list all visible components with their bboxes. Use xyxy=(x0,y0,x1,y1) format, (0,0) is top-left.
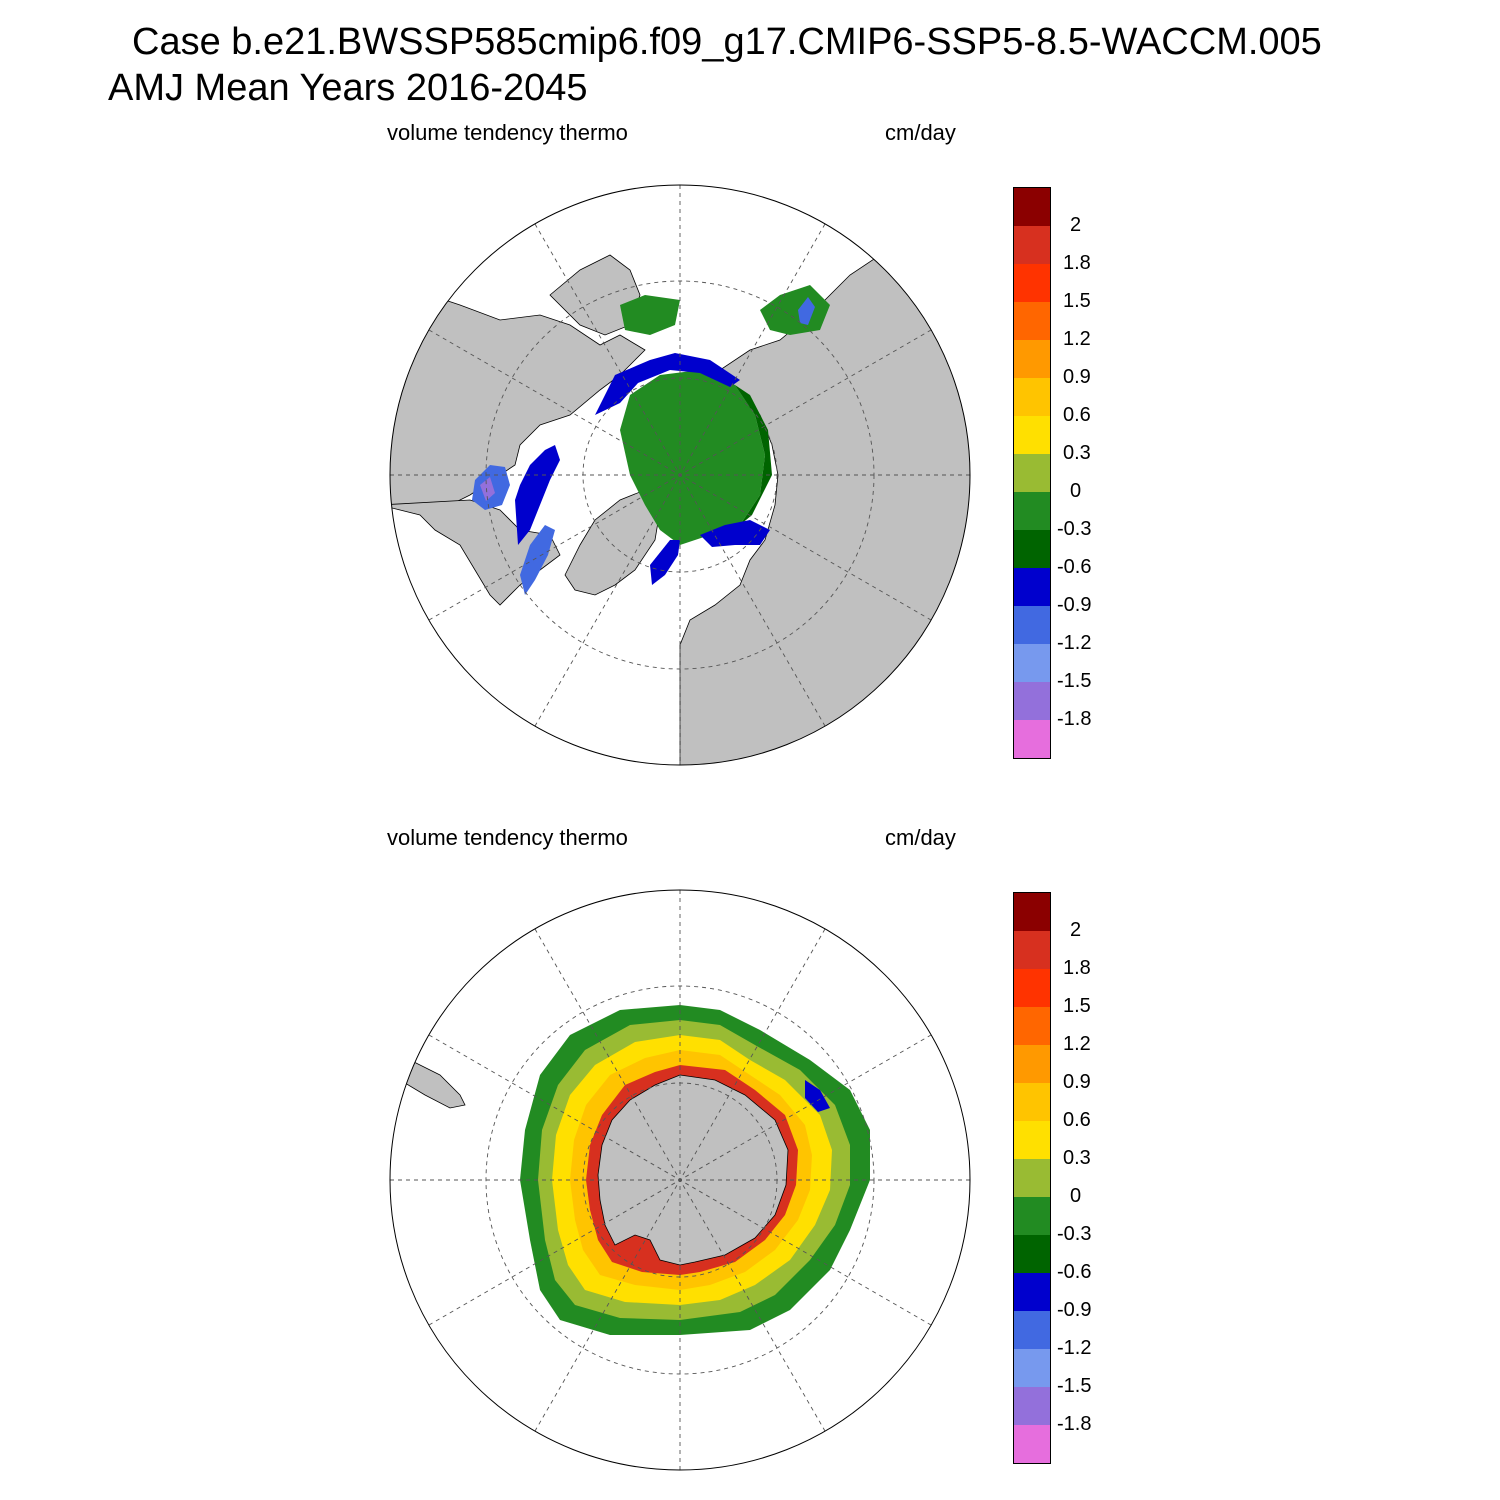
colorbar-swatch xyxy=(1014,931,1050,969)
colorbar-tick-label: -1.8 xyxy=(1057,1413,1092,1435)
south-map-border xyxy=(389,889,971,1471)
colorbar-tick-label: 1.8 xyxy=(1063,252,1091,274)
south-panel-variable-label: volume tendency thermo xyxy=(387,825,628,850)
colorbar-swatch xyxy=(1014,416,1050,454)
sea-ice-margin-dark xyxy=(735,385,772,525)
colorbar-tick-label: -0.3 xyxy=(1057,518,1092,540)
land-south-america-north xyxy=(390,939,441,1041)
colorbar-tick-label: 1.5 xyxy=(1063,290,1091,312)
colorbar-tick-label: -1.5 xyxy=(1057,670,1092,692)
colorbar-tick-label: 0.3 xyxy=(1063,442,1091,464)
sea-ice-pacific-blue xyxy=(595,353,740,415)
land-alaska xyxy=(549,254,641,336)
colorbar-swatch xyxy=(1014,1273,1050,1311)
colorbar-swatch xyxy=(1014,1425,1050,1463)
colorbar-swatch xyxy=(1014,378,1050,416)
colorbar-swatch xyxy=(1014,682,1050,720)
colorbar-tick-label: 1.5 xyxy=(1063,995,1091,1017)
colorbar-swatch xyxy=(1014,530,1050,568)
colorbar-swatch xyxy=(1014,1083,1050,1121)
colorbar-tick-label: -1.2 xyxy=(1057,1337,1092,1359)
colorbar-swatch xyxy=(1014,1007,1050,1045)
colorbar-tick-label: -0.3 xyxy=(1057,1223,1092,1245)
colorbar-tick-label: 1.2 xyxy=(1063,1033,1091,1055)
colorbar-tick-label: 1.8 xyxy=(1063,957,1091,979)
colorbar-swatch xyxy=(1014,568,1050,606)
colorbar-swatch xyxy=(1014,893,1050,931)
colorbar-swatch xyxy=(1014,1159,1050,1197)
colorbar-tick-label: 0.3 xyxy=(1063,1147,1091,1169)
north-graticule xyxy=(390,185,970,765)
south-colorbar xyxy=(1013,892,1051,1464)
colorbar-tick-label: -0.9 xyxy=(1057,1299,1092,1321)
sea-ice-barents-blue xyxy=(700,520,770,547)
north-panel-units-label: cm/day xyxy=(885,120,956,145)
colorbar-swatch xyxy=(1014,606,1050,644)
colorbar-swatch xyxy=(1014,302,1050,340)
colorbar-tick-label: 0 xyxy=(1070,480,1082,502)
south-polar-map xyxy=(389,889,971,1471)
figure-title-period: AMJ Mean Years 2016-2045 xyxy=(108,67,588,109)
colorbar-tick-label: 0.9 xyxy=(1063,366,1091,388)
colorbar-swatch xyxy=(1014,1311,1050,1349)
colorbar-tick-label: 0.6 xyxy=(1063,404,1091,426)
sea-ice-baffin-blue xyxy=(515,445,560,545)
colorbar-swatch xyxy=(1014,1349,1050,1387)
north-colorbar xyxy=(1013,187,1051,759)
colorbar-swatch xyxy=(1014,1121,1050,1159)
colorbar-swatch xyxy=(1014,226,1050,264)
south-panel-units-label: cm/day xyxy=(885,825,956,850)
sea-ice-bering xyxy=(620,295,680,335)
colorbar-tick-label: -1.2 xyxy=(1057,632,1092,654)
colorbar-tick-label: -1.5 xyxy=(1057,1375,1092,1397)
colorbar-swatch xyxy=(1014,492,1050,530)
colorbar-swatch xyxy=(1014,1387,1050,1425)
sea-ice-central-arctic xyxy=(620,370,765,545)
north-panel-variable-label: volume tendency thermo xyxy=(387,120,628,145)
colorbar-swatch xyxy=(1014,188,1050,226)
colorbar-swatch xyxy=(1014,454,1050,492)
colorbar-tick-label: -1.8 xyxy=(1057,708,1092,730)
colorbar-tick-label: -0.6 xyxy=(1057,1261,1092,1283)
colorbar-swatch xyxy=(1014,1045,1050,1083)
colorbar-tick-label: 1.2 xyxy=(1063,328,1091,350)
colorbar-tick-label: -0.9 xyxy=(1057,594,1092,616)
sea-ice-okhotsk-blue xyxy=(798,297,815,325)
north-polar-map xyxy=(389,184,971,766)
colorbar-swatch xyxy=(1014,720,1050,758)
figure-title-case: Case b.e21.BWSSP585cmip6.f09_g17.CMIP6-S… xyxy=(132,21,1322,63)
colorbar-tick-label: 0.9 xyxy=(1063,1071,1091,1093)
sea-ice-labrador-blue xyxy=(520,525,555,595)
north-map-border xyxy=(389,184,971,766)
colorbar-swatch xyxy=(1014,1235,1050,1273)
south-graticule xyxy=(390,890,970,1470)
land-canada-south xyxy=(390,499,561,606)
colorbar-tick-label: 2 xyxy=(1070,919,1082,941)
sea-ice-greenland-east-blue xyxy=(650,540,680,585)
colorbar-tick-label: -0.6 xyxy=(1057,556,1092,578)
colorbar-swatch xyxy=(1014,969,1050,1007)
colorbar-tick-label: 0 xyxy=(1070,1185,1082,1207)
colorbar-swatch xyxy=(1014,644,1050,682)
sea-ice-hudson-purple xyxy=(480,477,495,501)
colorbar-tick-label: 0.6 xyxy=(1063,1109,1091,1131)
colorbar-swatch xyxy=(1014,264,1050,302)
sea-ice-okhotsk xyxy=(760,285,830,335)
colorbar-tick-label: 2 xyxy=(1070,214,1082,236)
colorbar-swatch xyxy=(1014,1197,1050,1235)
colorbar-swatch xyxy=(1014,340,1050,378)
